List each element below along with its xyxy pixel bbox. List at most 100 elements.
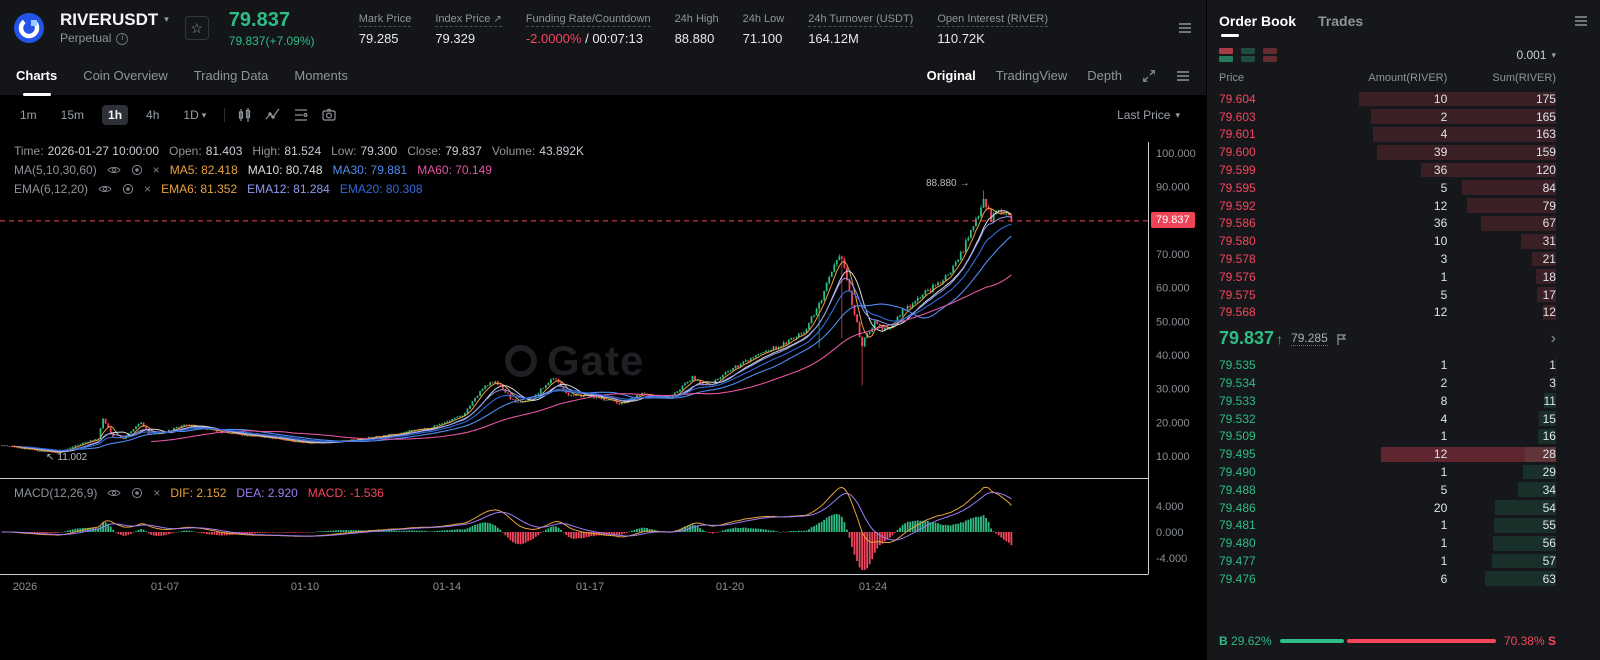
orderbook-column-headers: Price Amount(RIVER) Sum(RIVER) [1219, 72, 1556, 84]
bid-row[interactable]: 79.532 4 15 [1219, 410, 1556, 428]
ask-row[interactable]: 79.580 10 31 [1219, 232, 1556, 250]
ask-row[interactable]: 79.604 10 175 [1219, 90, 1556, 108]
orderbook-menu-icon[interactable] [1574, 15, 1588, 27]
ask-row[interactable]: 79.595 5 84 [1219, 179, 1556, 197]
gate-logo[interactable] [14, 13, 44, 43]
settings-icon[interactable] [122, 183, 134, 195]
toggle-original[interactable]: Original [926, 68, 976, 83]
favorite-button[interactable]: ☆ [184, 16, 209, 40]
arrow-upleft-icon: ↖ [46, 452, 55, 463]
indicators-icon[interactable] [265, 107, 281, 123]
ask-row[interactable]: 79.578 3 21 [1219, 250, 1556, 268]
price-source-select[interactable]: Last Price ▾ [1117, 108, 1180, 122]
ask-row[interactable]: 79.603 2 165 [1219, 108, 1556, 126]
ask-row[interactable]: 79.599 36 120 [1219, 161, 1556, 179]
stat-label[interactable]: Funding Rate/Countdown [525, 13, 651, 28]
svg-text:100.000: 100.000 [1156, 148, 1196, 160]
toggle-tradingview[interactable]: TradingView [995, 68, 1068, 83]
drawing-tools-icon[interactable] [293, 107, 309, 123]
tab-trades[interactable]: Trades [1318, 13, 1364, 29]
stat-label[interactable]: Open Interest (RIVER) [937, 13, 1049, 28]
ask-row[interactable]: 79.568 12 12 [1219, 304, 1556, 322]
tab-trading-data[interactable]: Trading Data [193, 68, 269, 83]
tab-moments[interactable]: Moments [294, 68, 348, 83]
ob-price: 79.604 [1219, 91, 1256, 106]
ob-amount: 10 [1433, 91, 1448, 106]
tab-charts[interactable]: Charts [16, 56, 57, 96]
screenshot-icon[interactable] [321, 107, 337, 123]
bid-row[interactable]: 79.535 1 1 [1219, 356, 1556, 374]
ask-row[interactable]: 79.601 4 163 [1219, 126, 1556, 144]
bid-row[interactable]: 79.533 8 11 [1219, 392, 1556, 410]
ob-amount: 12 [1433, 198, 1448, 213]
interval-1h[interactable]: 1h [102, 105, 129, 125]
eye-icon[interactable] [107, 488, 122, 498]
mark-price-link[interactable]: 79.285 [1291, 331, 1328, 347]
ob-price: 79.603 [1219, 109, 1256, 124]
gate-watermark: Gate [505, 337, 644, 385]
stat-label[interactable]: 24h Turnover (USDT) [808, 13, 914, 28]
ob-layout-bids-icon[interactable] [1241, 48, 1255, 62]
stat-label[interactable]: Index Price ↗ [435, 13, 502, 28]
ask-row[interactable]: 79.575 5 17 [1219, 286, 1556, 304]
candlestick-chart[interactable]: 100.00090.00080.00070.00060.00050.00040.… [0, 134, 1206, 660]
interval-1d[interactable]: 1D ▾ [183, 108, 207, 122]
ob-price: 79.600 [1219, 145, 1256, 160]
ob-sum: 11 [1543, 393, 1556, 408]
toggle-depth[interactable]: Depth [1087, 68, 1122, 83]
bid-row[interactable]: 79.477 1 57 [1219, 552, 1556, 570]
bid-row[interactable]: 79.480 1 56 [1219, 534, 1556, 552]
precision-select[interactable]: 0.001 ▾ [1516, 48, 1556, 62]
ob-amount: 10 [1433, 234, 1448, 249]
ob-sum: 54 [1542, 500, 1556, 515]
chevron-down-icon: ▾ [164, 13, 169, 24]
bid-row[interactable]: 79.534 2 3 [1219, 374, 1556, 392]
ask-row[interactable]: 79.576 1 18 [1219, 268, 1556, 286]
ob-price: 79.568 [1219, 305, 1256, 320]
ob-sum: 63 [1542, 571, 1556, 586]
ob-amount: 4 [1440, 127, 1448, 142]
bid-row[interactable]: 79.488 5 34 [1219, 481, 1556, 499]
bid-row[interactable]: 79.476 6 63 [1219, 570, 1556, 588]
bid-row[interactable]: 79.486 20 54 [1219, 499, 1556, 517]
chart-section: RIVERUSDT ▾ Perpetual i ☆ 79.837 79.837(… [0, 0, 1206, 660]
subnav-menu-icon[interactable] [1176, 70, 1190, 82]
tab-order-book[interactable]: Order Book [1219, 0, 1296, 42]
svg-text:70.000: 70.000 [1156, 249, 1190, 261]
eye-icon[interactable] [107, 165, 121, 175]
interval-15m[interactable]: 15m [60, 108, 85, 122]
ob-price: 79.599 [1219, 163, 1256, 178]
flag-icon[interactable] [1336, 333, 1347, 345]
header-menu-icon[interactable] [1178, 22, 1192, 34]
close-icon[interactable]: × [153, 486, 161, 500]
settings-icon[interactable] [131, 164, 143, 176]
symbol-selector[interactable]: RIVERUSDT ▾ Perpetual i [60, 10, 169, 46]
ob-price: 79.480 [1219, 536, 1256, 551]
ob-price: 79.476 [1219, 571, 1256, 586]
bid-row[interactable]: 79.509 1 16 [1219, 428, 1556, 446]
eye-icon[interactable] [98, 184, 112, 194]
interval-1m[interactable]: 1m [20, 108, 37, 122]
ob-layout-asks-icon[interactable] [1263, 48, 1277, 62]
ask-row[interactable]: 79.600 39 159 [1219, 143, 1556, 161]
close-icon[interactable]: × [144, 182, 152, 196]
settings-icon[interactable] [131, 487, 143, 499]
ob-sum: 18 [1542, 269, 1556, 284]
bid-row[interactable]: 79.495 12 28 [1219, 445, 1556, 463]
tab-coin-overview[interactable]: Coin Overview [83, 68, 168, 83]
ob-price: 79.580 [1219, 234, 1256, 249]
ob-price: 79.490 [1219, 465, 1256, 480]
orderbook-mid[interactable]: 79.837 ↑ 79.285 › [1207, 321, 1600, 356]
stat-label[interactable]: Mark Price [358, 13, 412, 28]
fullscreen-icon[interactable] [1142, 69, 1156, 83]
chevron-right-icon[interactable]: › [1550, 329, 1556, 347]
ob-layout-both-icon[interactable] [1219, 48, 1233, 62]
bid-row[interactable]: 79.490 1 29 [1219, 463, 1556, 481]
interval-4h[interactable]: 4h [146, 108, 160, 122]
bid-row[interactable]: 79.481 1 55 [1219, 517, 1556, 535]
close-icon[interactable]: × [152, 163, 160, 177]
ask-row[interactable]: 79.592 12 79 [1219, 197, 1556, 215]
ask-row[interactable]: 79.586 36 67 [1219, 215, 1556, 233]
candle-style-icon[interactable] [237, 107, 253, 123]
info-icon[interactable]: i [116, 32, 129, 45]
